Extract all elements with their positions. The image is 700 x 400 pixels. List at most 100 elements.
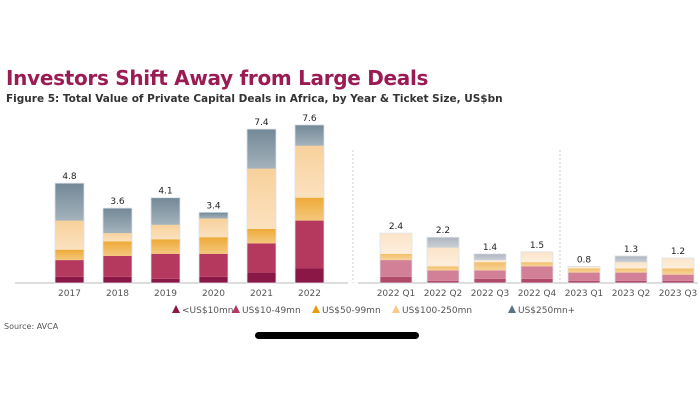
bar-segment (474, 253, 506, 261)
bar-segment (568, 280, 600, 283)
bar-segment (151, 224, 180, 240)
bar-segment (474, 270, 506, 279)
data-label: 1.4 (483, 243, 498, 253)
figure-subtitle: Figure 5: Total Value of Private Capital… (6, 93, 503, 105)
bar-segment (662, 258, 694, 269)
bar-outline (246, 128, 277, 284)
data-label: 3.4 (206, 201, 221, 211)
legend-marker-icon (232, 305, 240, 313)
bar-segment (199, 237, 228, 254)
bar-segment (55, 276, 84, 283)
bar-segment (615, 262, 647, 269)
home-indicator[interactable] (255, 332, 419, 339)
bar-segment (615, 280, 647, 283)
data-label: 7.6 (302, 114, 317, 124)
source-note: Source: AVCA (4, 322, 59, 331)
bar-segment (103, 276, 132, 283)
data-label: 2.2 (436, 226, 450, 236)
x-tick-label: 2018 (106, 289, 129, 299)
x-tick-label: 2022 Q4 (518, 289, 557, 299)
bar-outline (426, 236, 460, 284)
legend-label: US$10-49mn (242, 306, 301, 316)
data-label: 4.8 (62, 172, 77, 182)
bar-outline (614, 255, 648, 284)
x-tick-label: 2022 (298, 289, 321, 299)
legend-label: US$50-99mn (322, 306, 381, 316)
bar-segment (151, 197, 180, 225)
bar-segment (380, 253, 412, 261)
legend-label: <US$10mn (182, 306, 234, 316)
bar-segment (199, 253, 228, 277)
legend-label: US$100-250mn (402, 306, 472, 316)
bar-segment (151, 278, 180, 283)
bar-segment (295, 197, 324, 221)
bar-segment (662, 280, 694, 283)
bar-segment (568, 266, 600, 269)
x-tick-label: 2019 (154, 289, 177, 299)
bar-outline (294, 124, 325, 284)
bar-outline (102, 207, 133, 284)
data-label: 3.6 (110, 197, 125, 207)
bar-segment (199, 276, 228, 283)
bar-segment (615, 268, 647, 273)
page-title: Investors Shift Away from Large Deals (6, 66, 429, 90)
bar-segment (247, 129, 276, 169)
bar-segment (615, 255, 647, 263)
x-tick-label: 2023 Q3 (659, 289, 698, 299)
bar-segment (295, 220, 324, 269)
bar-outline (520, 251, 554, 284)
bar-outline (150, 197, 181, 284)
legend-marker-icon (312, 305, 320, 313)
bar-segment (151, 253, 180, 279)
bar-segment (427, 247, 459, 267)
bar-outline (567, 265, 601, 284)
bar-segment (295, 145, 324, 198)
data-label: 0.8 (577, 255, 592, 265)
bar-segment (55, 183, 84, 221)
x-tick-label: 2023 Q1 (565, 289, 604, 299)
bar-segment (247, 272, 276, 283)
bar-segment (247, 168, 276, 229)
x-tick-label: 2017 (58, 289, 81, 299)
x-tick-label: 2021 (250, 289, 273, 299)
bar-segment (247, 228, 276, 244)
bar-segment (474, 260, 506, 263)
x-tick-label: 2022 Q2 (424, 289, 463, 299)
bar-segment (55, 249, 84, 261)
bar-segment (199, 218, 228, 238)
legend-marker-icon (172, 305, 180, 313)
bar-segment (568, 272, 600, 281)
bar-outline (54, 182, 85, 284)
bar-outline (661, 257, 695, 284)
legend-label: US$250mn+ (518, 306, 575, 316)
bar-segment (427, 266, 459, 271)
bar-segment (103, 241, 132, 256)
bar-outline (198, 211, 229, 284)
legend-marker-icon (392, 305, 400, 313)
bar-segment (474, 278, 506, 283)
x-tick-label: 2023 Q2 (612, 289, 651, 299)
bar-segment (55, 260, 84, 277)
bar-segment (103, 255, 132, 277)
data-label: 1.5 (530, 241, 544, 251)
bar-segment (521, 251, 553, 263)
bar-segment (615, 272, 647, 281)
bar-outline (473, 253, 507, 284)
bar-segment (521, 278, 553, 283)
bar-segment (103, 233, 132, 242)
bar-segment (521, 262, 553, 267)
bar-segment (662, 274, 694, 281)
bar-segment (295, 124, 324, 146)
bar-segment (380, 276, 412, 283)
data-label: 1.3 (624, 245, 638, 255)
bar-segment (427, 280, 459, 283)
legend-marker-icon (508, 305, 516, 313)
bar-segment (380, 233, 412, 254)
bar-segment (103, 208, 132, 234)
x-tick-label: 2022 Q1 (377, 289, 416, 299)
bar-segment (427, 270, 459, 281)
bar-segment (199, 212, 228, 219)
bar-segment (521, 266, 553, 279)
bar-outline (379, 232, 413, 284)
